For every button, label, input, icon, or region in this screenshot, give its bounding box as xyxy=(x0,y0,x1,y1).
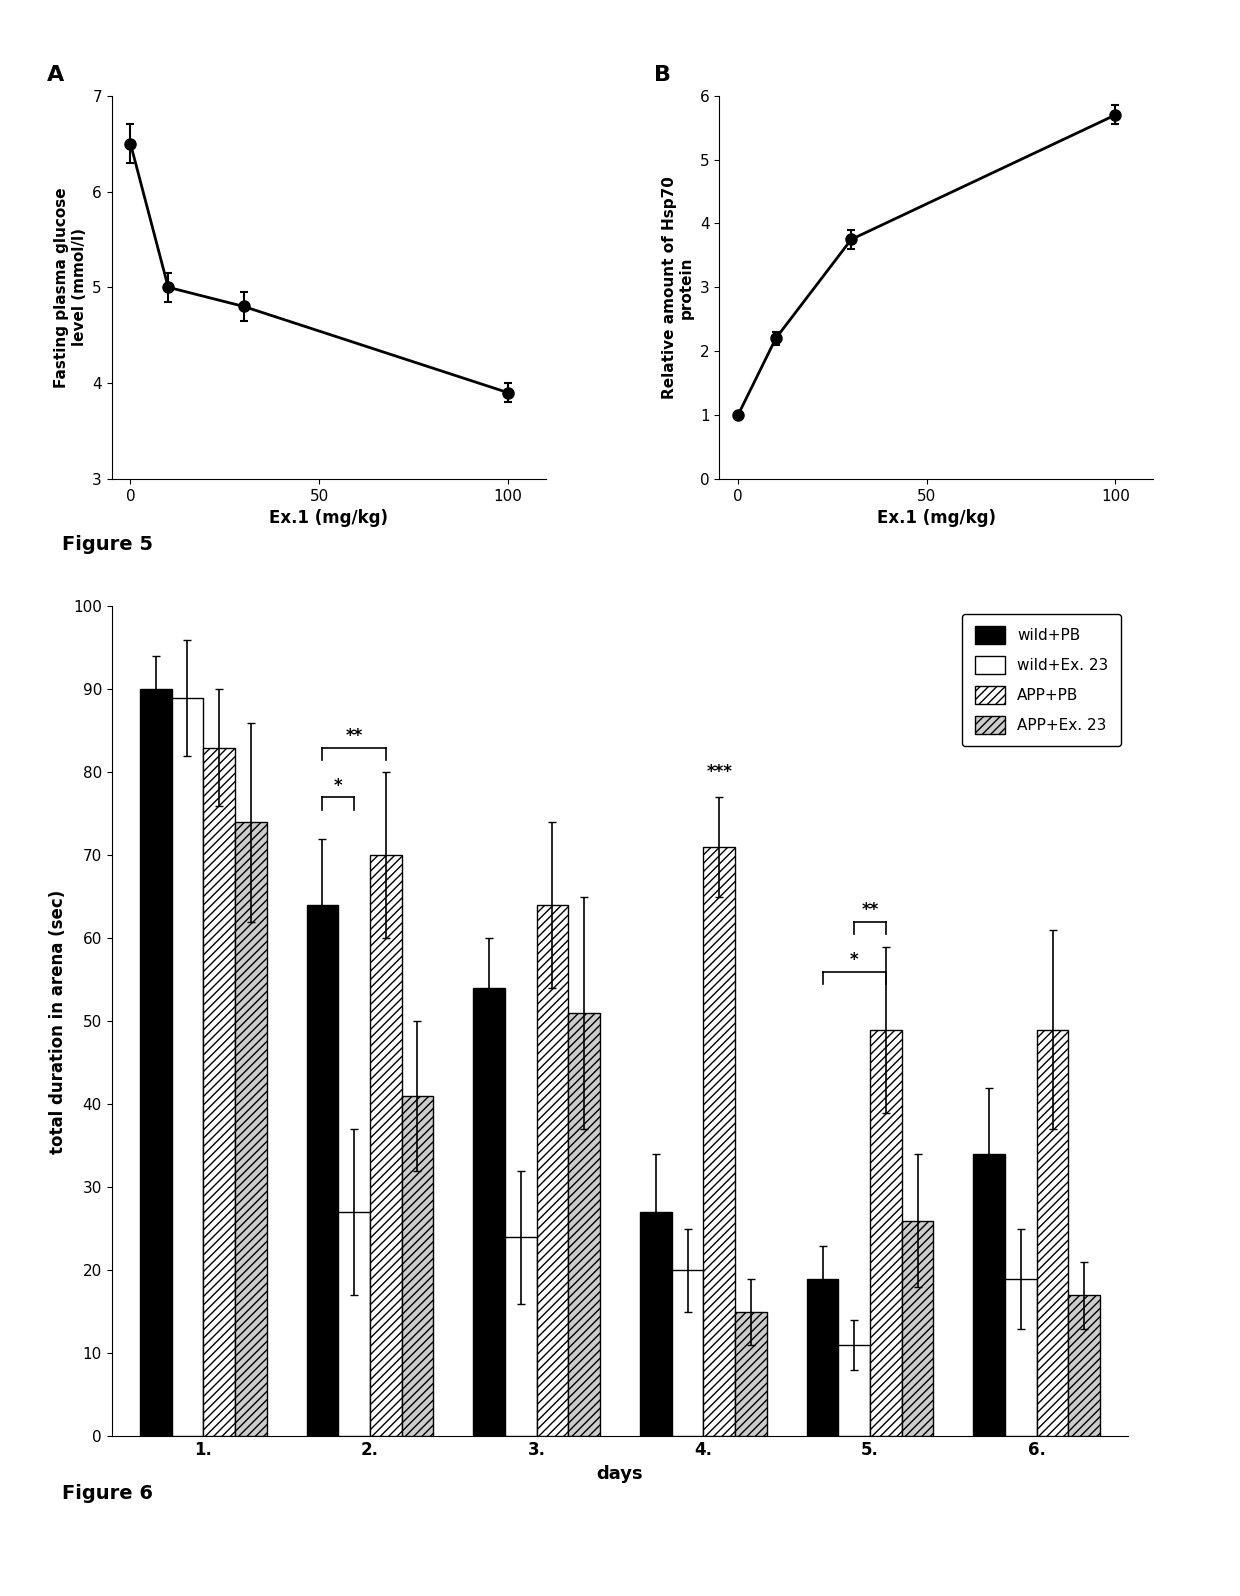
Text: *: * xyxy=(334,777,342,795)
Bar xyxy=(474,988,505,1436)
Bar xyxy=(568,1013,600,1436)
Bar xyxy=(234,822,267,1436)
Bar xyxy=(838,1345,870,1436)
Text: B: B xyxy=(655,65,671,85)
Text: Figure 5: Figure 5 xyxy=(62,535,153,554)
Bar xyxy=(370,855,402,1436)
Bar xyxy=(870,1029,901,1436)
Bar xyxy=(703,847,735,1436)
Text: Figure 6: Figure 6 xyxy=(62,1484,153,1503)
Bar xyxy=(140,689,171,1436)
Text: **: ** xyxy=(346,728,363,745)
Bar xyxy=(1069,1296,1100,1436)
X-axis label: days: days xyxy=(596,1465,644,1483)
Bar xyxy=(640,1213,672,1436)
Bar xyxy=(306,905,339,1436)
Y-axis label: Relative amount of Hsp70
protein: Relative amount of Hsp70 protein xyxy=(662,176,694,399)
Bar xyxy=(672,1270,703,1436)
X-axis label: Ex.1 (mg/kg): Ex.1 (mg/kg) xyxy=(877,509,996,527)
Bar xyxy=(1006,1278,1037,1436)
Y-axis label: total duration in arena (sec): total duration in arena (sec) xyxy=(50,889,67,1154)
Text: **: ** xyxy=(862,902,879,919)
Bar xyxy=(171,697,203,1436)
X-axis label: Ex.1 (mg/kg): Ex.1 (mg/kg) xyxy=(269,509,388,527)
Bar xyxy=(807,1278,838,1436)
Bar xyxy=(1037,1029,1069,1436)
Legend: wild+PB, wild+Ex. 23, APP+PB, APP+Ex. 23: wild+PB, wild+Ex. 23, APP+PB, APP+Ex. 23 xyxy=(962,614,1121,745)
Bar xyxy=(203,747,234,1436)
Bar xyxy=(402,1096,433,1436)
Text: A: A xyxy=(47,65,63,85)
Text: ***: *** xyxy=(707,763,732,780)
Bar xyxy=(735,1312,766,1436)
Text: *: * xyxy=(849,951,858,969)
Bar xyxy=(901,1221,934,1436)
Bar xyxy=(505,1237,537,1436)
Y-axis label: Fasting plasma glucose
level (mmol/l): Fasting plasma glucose level (mmol/l) xyxy=(55,187,87,388)
Bar xyxy=(537,905,568,1436)
Bar xyxy=(973,1154,1006,1436)
Bar xyxy=(339,1213,370,1436)
